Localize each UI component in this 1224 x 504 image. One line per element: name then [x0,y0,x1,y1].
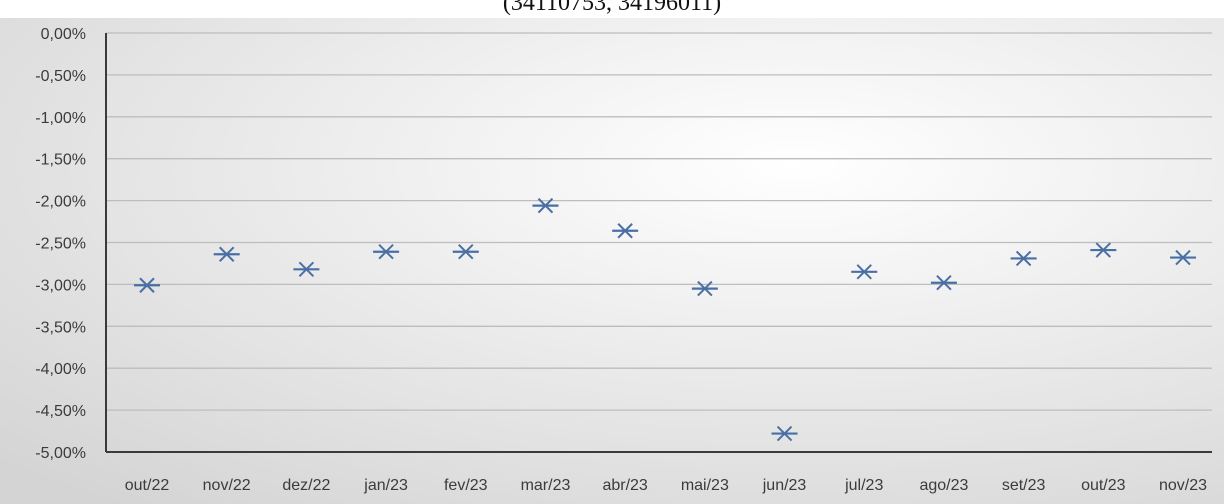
data-point [1010,250,1037,267]
data-points [134,197,1196,442]
data-point [771,425,798,442]
x-tick-label: ago/23 [919,477,968,494]
data-point-diag2 [1175,249,1191,266]
x-axis-ticks: out/22 nov/22 dez/22 jan/23 fev/23 mar/23 abr/… [125,477,1207,494]
y-tick-label: -4,00% [35,361,86,378]
chart-background [0,18,1224,504]
data-point-diag2 [298,261,315,278]
x-tick-label: mai/23 [681,477,729,494]
x-tick-label: fev/23 [444,477,488,494]
data-point-diag2 [776,425,793,442]
data-point [452,244,479,260]
data-point-diag2 [378,244,394,260]
data-point [373,244,400,260]
x-tick-label: jun/23 [762,477,807,494]
gridlines [106,32,1212,411]
y-tick-label: -0,50% [35,68,86,85]
x-tick-label: set/23 [1002,477,1046,494]
data-point [612,223,639,239]
data-point-diag2 [617,223,633,239]
chart-title: (34110753, 34196011) [502,0,722,16]
y-tick-label: -3,50% [35,319,86,336]
data-point [134,277,160,293]
data-point-diag2 [139,277,155,293]
y-tick-label: -4,50% [35,403,86,420]
data-point-diag2 [537,197,554,214]
y-axis-ticks: 0,00% -0,50% -1,00% -1,50% -2,00% -2,50% -3,00… [35,26,86,462]
x-tick-label: out/22 [125,477,170,494]
x-tick-label: mar/23 [521,477,571,494]
x-tick-label: abr/23 [602,477,647,494]
y-tick-label: -3,00% [35,277,86,294]
x-tick-label: out/23 [1081,477,1126,494]
data-point-diag2 [458,244,474,260]
data-point [293,261,320,278]
data-point [1170,249,1196,266]
data-point-diag2 [218,246,235,262]
x-tick-label: dez/22 [282,477,330,494]
x-tick-label: jan/23 [363,477,408,494]
data-point [691,280,718,297]
data-point-diag2 [1015,250,1032,267]
y-tick-label: -5,00% [35,445,86,462]
y-tick-label: -2,50% [35,236,86,253]
axes [105,33,1212,453]
data-point-diag2 [856,264,872,280]
data-point [930,275,957,291]
data-point-diag2 [936,275,952,291]
x-tick-label: nov/22 [203,477,251,494]
y-tick-label: -1,50% [35,152,86,169]
y-tick-label: 0,00% [41,26,86,43]
x-tick-label: jul/23 [844,477,883,494]
data-point [532,197,559,214]
data-point [213,246,240,262]
x-tick-label: nov/23 [1159,477,1207,494]
data-point-diag2 [697,280,713,297]
y-tick-label: -2,00% [35,194,86,211]
data-point [1090,242,1117,258]
data-point [851,264,878,280]
y-tick-label: -1,00% [35,110,86,127]
data-point-diag2 [1095,242,1112,258]
